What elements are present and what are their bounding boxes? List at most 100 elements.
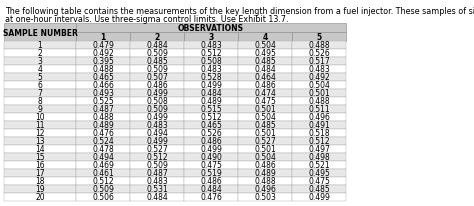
Bar [76, 169, 130, 177]
Bar [76, 97, 130, 105]
Text: 0.487: 0.487 [146, 169, 168, 178]
Bar [292, 121, 346, 129]
Bar [184, 90, 238, 97]
Text: 0.478: 0.478 [92, 145, 114, 154]
Text: 0.475: 0.475 [308, 177, 330, 186]
Text: 0.504: 0.504 [254, 41, 276, 50]
Bar [292, 129, 346, 137]
Bar [4, 97, 76, 105]
Bar [238, 185, 292, 193]
Bar [292, 114, 346, 121]
Bar [184, 42, 238, 50]
Text: 16: 16 [35, 161, 45, 170]
Text: 0.499: 0.499 [146, 89, 168, 98]
Text: 0.487: 0.487 [92, 105, 114, 114]
Bar [238, 105, 292, 114]
Bar [184, 105, 238, 114]
Text: 0.496: 0.496 [308, 113, 330, 122]
Text: 0.484: 0.484 [146, 41, 168, 50]
Bar [130, 66, 184, 74]
Bar [130, 105, 184, 114]
Text: 2: 2 [37, 49, 42, 58]
Bar [184, 33, 238, 42]
Text: 0.475: 0.475 [200, 161, 222, 170]
Text: 0.501: 0.501 [254, 145, 276, 154]
Bar [76, 185, 130, 193]
Bar [4, 169, 76, 177]
Bar [4, 185, 76, 193]
Text: 0.504: 0.504 [308, 81, 330, 90]
Bar [4, 58, 76, 66]
Bar [238, 74, 292, 82]
Bar [76, 145, 130, 153]
Bar [184, 74, 238, 82]
Text: 10: 10 [35, 113, 45, 122]
Bar [292, 33, 346, 42]
Text: 0.485: 0.485 [308, 185, 330, 194]
Text: 0.512: 0.512 [200, 49, 222, 58]
Text: 0.496: 0.496 [254, 185, 276, 194]
Bar [130, 50, 184, 58]
Bar [76, 74, 130, 82]
Bar [76, 177, 130, 185]
Text: 4: 4 [263, 33, 268, 42]
Text: 0.466: 0.466 [92, 81, 114, 90]
Text: 0.483: 0.483 [146, 177, 168, 186]
Bar [130, 114, 184, 121]
Text: 0.488: 0.488 [308, 97, 330, 106]
Bar [292, 137, 346, 145]
Bar [130, 161, 184, 169]
Bar [184, 121, 238, 129]
Bar [4, 24, 76, 42]
Bar [130, 193, 184, 201]
Text: 0.509: 0.509 [92, 185, 114, 194]
Bar [4, 66, 76, 74]
Bar [238, 169, 292, 177]
Text: 0.528: 0.528 [200, 73, 222, 82]
Text: 1: 1 [37, 41, 42, 50]
Text: 0.509: 0.509 [146, 105, 168, 114]
Text: 0.509: 0.509 [146, 161, 168, 170]
Bar [238, 42, 292, 50]
Bar [184, 145, 238, 153]
Bar [4, 90, 76, 97]
Bar [76, 82, 130, 90]
Text: 0.508: 0.508 [200, 57, 222, 66]
Text: 0.519: 0.519 [200, 169, 222, 178]
Bar [76, 50, 130, 58]
Bar [292, 177, 346, 185]
Bar [76, 161, 130, 169]
Text: 0.486: 0.486 [146, 81, 168, 90]
Text: 12: 12 [35, 129, 45, 138]
Bar [292, 97, 346, 105]
Text: 0.474: 0.474 [254, 89, 276, 98]
Bar [76, 114, 130, 121]
Text: 0.507: 0.507 [146, 73, 168, 82]
Bar [184, 58, 238, 66]
Bar [238, 193, 292, 201]
Bar [238, 97, 292, 105]
Bar [238, 50, 292, 58]
Bar [238, 82, 292, 90]
Text: 15: 15 [35, 153, 45, 162]
Bar [238, 137, 292, 145]
Bar [292, 105, 346, 114]
Text: 0.461: 0.461 [92, 169, 114, 178]
Bar [184, 50, 238, 58]
Text: 0.512: 0.512 [146, 153, 168, 162]
Text: 0.499: 0.499 [308, 193, 330, 201]
Text: 14: 14 [35, 145, 45, 154]
Bar [238, 153, 292, 161]
Text: 0.483: 0.483 [200, 65, 222, 74]
Text: 0.476: 0.476 [92, 129, 114, 138]
Text: 0.495: 0.495 [254, 49, 276, 58]
Bar [4, 137, 76, 145]
Bar [76, 153, 130, 161]
Text: SAMPLE NUMBER: SAMPLE NUMBER [2, 28, 77, 37]
Bar [184, 137, 238, 145]
Bar [238, 177, 292, 185]
Bar [130, 74, 184, 82]
Bar [76, 58, 130, 66]
Bar [184, 161, 238, 169]
Bar [292, 42, 346, 50]
